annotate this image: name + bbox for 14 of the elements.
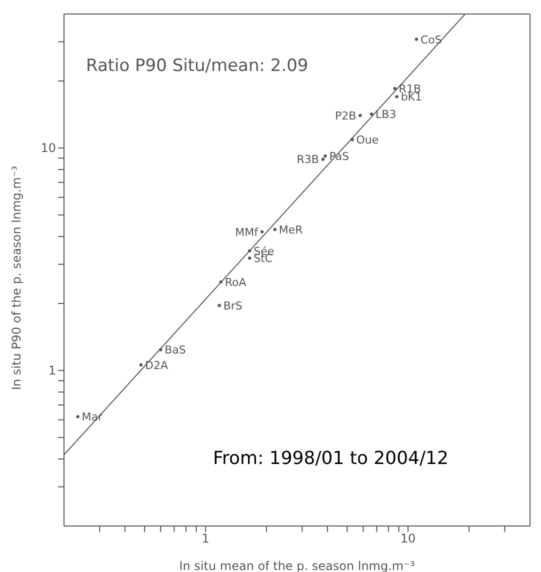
data-label: MeR	[278, 224, 304, 237]
data-label: BrS	[223, 299, 242, 312]
y-axis-title: In situ P90 of the p. season lnmg.m⁻³	[9, 166, 24, 390]
data-label: R3B	[296, 153, 319, 166]
data-label: Oue	[356, 134, 379, 147]
annotation: Ratio P90 Situ/mean: 2.09	[86, 56, 308, 76]
data-label: D2A	[145, 358, 168, 372]
data-label: BaS	[164, 344, 186, 357]
data-label: RoA	[224, 276, 247, 289]
data-label: CoS	[420, 33, 442, 46]
data-label: MMf	[235, 226, 260, 239]
data-label: LB3	[376, 108, 396, 122]
annotation: From: 1998/01 to 2004/12	[213, 448, 448, 469]
data-label: P2B	[334, 109, 356, 122]
